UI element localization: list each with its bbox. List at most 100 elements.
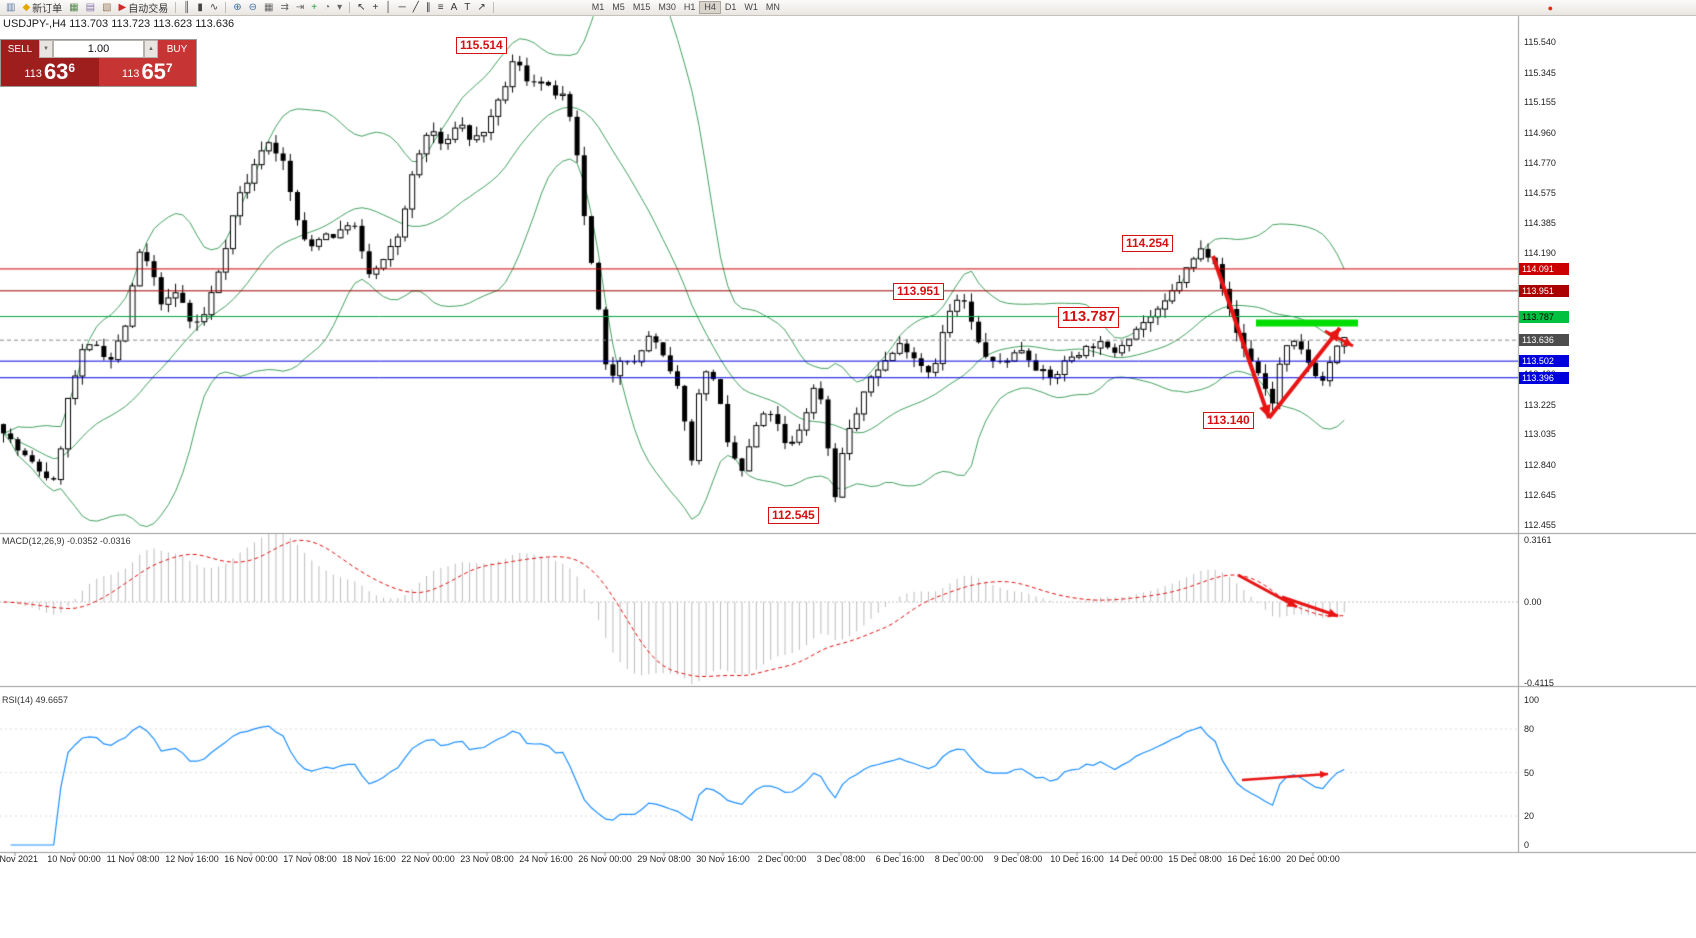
timeframe-H4[interactable]: H4: [699, 1, 721, 14]
dropdown-icon[interactable]: ▾: [334, 1, 345, 15]
text-icon: A: [450, 1, 458, 13]
price-axis-label: 114.770: [1524, 157, 1556, 168]
price-axis-label: 113.035: [1524, 429, 1556, 440]
ask-price-display[interactable]: 113 65 7: [98, 58, 196, 86]
charts-icon: ▦: [69, 1, 79, 13]
indicators-icon: +: [311, 1, 318, 13]
vertical-line-icon[interactable]: │: [382, 1, 394, 15]
timeframe-D1[interactable]: D1: [724, 2, 737, 12]
price-annotation[interactable]: 114.254: [1122, 235, 1173, 252]
trendline-icon: ╱: [412, 1, 419, 13]
candlestick-icon[interactable]: ▮: [194, 1, 206, 15]
volume-increase-button[interactable]: ▲: [144, 40, 158, 58]
trendline-icon[interactable]: ╱: [410, 1, 422, 15]
vertical-line-icon: │: [385, 1, 392, 13]
timeframe-MN[interactable]: MN: [765, 2, 780, 12]
line-chart-icon[interactable]: ∿: [207, 1, 221, 15]
time-axis-label: 9 Dec 08:00: [993, 854, 1043, 864]
volume-input[interactable]: [53, 40, 144, 58]
price-annotation[interactable]: 115.514: [456, 37, 507, 54]
macd-indicator-label: MACD(12,26,9) -0.0352 -0.0316: [2, 536, 131, 546]
timeframe-M30[interactable]: M30: [658, 2, 676, 12]
cursor-icon: ↖: [357, 1, 366, 13]
timeframe-M5[interactable]: M5: [612, 2, 625, 12]
timeframe-H1[interactable]: H1: [683, 2, 696, 12]
zoom-out-icon[interactable]: ⊖: [246, 1, 260, 15]
rsi-axis-label: 0: [1524, 840, 1530, 850]
new-chart-icon[interactable]: ▥: [3, 1, 18, 15]
arrows-icon[interactable]: ↗: [474, 1, 488, 15]
indicators-icon[interactable]: +: [308, 1, 320, 15]
label-icon: T: [464, 1, 471, 13]
channel-icon[interactable]: ∥: [423, 1, 434, 15]
price-annotation[interactable]: 113.787: [1058, 307, 1120, 328]
price-axis-label: 114.385: [1524, 217, 1556, 228]
crosshair-icon: +: [372, 1, 379, 13]
clock-icon[interactable]: ◔: [321, 1, 333, 15]
price-axis-label: 112.645: [1524, 490, 1556, 501]
market-watch-icon[interactable]: ▧: [99, 1, 114, 15]
price-axis-label: 114.575: [1524, 188, 1556, 199]
time-axis-label: 15 Dec 08:00: [1168, 854, 1222, 864]
bid-big-digits: 63: [43, 59, 69, 84]
volume-decrease-button[interactable]: ▼: [39, 40, 53, 58]
auto-trading-button[interactable]: ▶ 自动交易: [116, 1, 172, 16]
cursor-icon[interactable]: ↖: [354, 1, 368, 15]
candlestick-icon: ▮: [197, 1, 203, 13]
time-axis-label: 30 Nov 16:00: [696, 854, 750, 864]
toolbar-separator: [349, 2, 351, 13]
time-axis-label: 6 Dec 16:00: [875, 854, 925, 864]
timeframe-W1[interactable]: W1: [744, 2, 758, 12]
sell-button[interactable]: SELL: [1, 40, 39, 58]
alert-icon[interactable]: ●: [1547, 2, 1553, 13]
rsi-axis-label: 100: [1524, 695, 1540, 705]
fibonacci-icon[interactable]: ≡: [435, 1, 447, 15]
price-annotation[interactable]: 112.545: [768, 507, 819, 524]
fibonacci-icon: ≡: [437, 1, 444, 13]
clock-icon: ◔: [324, 1, 331, 13]
profiles-icon[interactable]: ▤: [83, 1, 98, 15]
toolbar-separator: [225, 2, 227, 13]
dropdown-icon: ▾: [337, 1, 343, 13]
zoom-out-icon: ⊖: [248, 1, 257, 13]
time-axis-label: 16 Dec 16:00: [1227, 854, 1281, 864]
price-axis-label: 115.345: [1524, 67, 1556, 78]
time-axis-label: 26 Nov 00:00: [578, 854, 632, 864]
tile-windows-icon[interactable]: ▦: [261, 1, 276, 15]
time-axis-label: 10 Nov 00:00: [47, 854, 101, 864]
zoom-in-icon[interactable]: ⊕: [230, 1, 244, 15]
auto-scroll-icon[interactable]: ⇉: [277, 1, 291, 15]
macd-axis-label: 0.3161: [1524, 535, 1552, 546]
macd-axis-label: -0.4115: [1524, 677, 1554, 688]
timeframe-M1[interactable]: M1: [591, 2, 605, 12]
time-axis-label: 22 Nov 00:00: [401, 854, 455, 864]
buy-button[interactable]: BUY: [158, 40, 196, 58]
ask-sup-digit: 7: [165, 61, 173, 75]
text-icon[interactable]: A: [448, 1, 461, 15]
new-order-icon: ◆: [22, 1, 31, 13]
bar-chart-icon[interactable]: ║: [180, 1, 193, 15]
price-annotation[interactable]: 113.951: [893, 283, 944, 300]
price-axis-label: 115.540: [1524, 36, 1556, 47]
price-annotation[interactable]: 113.140: [1203, 412, 1254, 429]
bar-chart-icon: ║: [183, 1, 191, 13]
auto-trading-button-label: 自动交易: [128, 4, 169, 15]
bid-prefix: 113: [24, 68, 42, 80]
label-icon[interactable]: T: [461, 1, 473, 15]
horizontal-line-icon: ─: [398, 1, 406, 13]
time-axis-label: 8 Dec 00:00: [934, 854, 984, 864]
crosshair-icon[interactable]: +: [370, 1, 382, 15]
price-axis-label: 112.840: [1524, 459, 1556, 470]
chart-shift-icon[interactable]: ⇥: [293, 1, 307, 15]
new-order-button[interactable]: ◆ 新订单: [19, 1, 65, 16]
horizontal-line-icon[interactable]: ─: [396, 1, 409, 15]
timeframe-M15[interactable]: M15: [632, 2, 651, 12]
bid-price-display[interactable]: 113 63 6: [1, 58, 99, 86]
time-axis-label: 18 Nov 16:00: [342, 854, 396, 864]
toolbar: ▥ ◆ 新订单 ▦ ▤ ▧ ▶ 自动交易 ║ ▮ ∿ ⊕ ⊖ ▦ ⇉ ⇥ + ◔ ▾ ↖ + │ ─ ╱ ∥ ≡ A T ↗ M1 M5 M1…: [0, 0, 1696, 16]
toolbar-separator: [175, 2, 177, 13]
price-level-tag: 114.091: [1519, 262, 1569, 275]
price-axis-label: 113.225: [1524, 399, 1556, 410]
charts-icon[interactable]: ▦: [66, 1, 81, 15]
